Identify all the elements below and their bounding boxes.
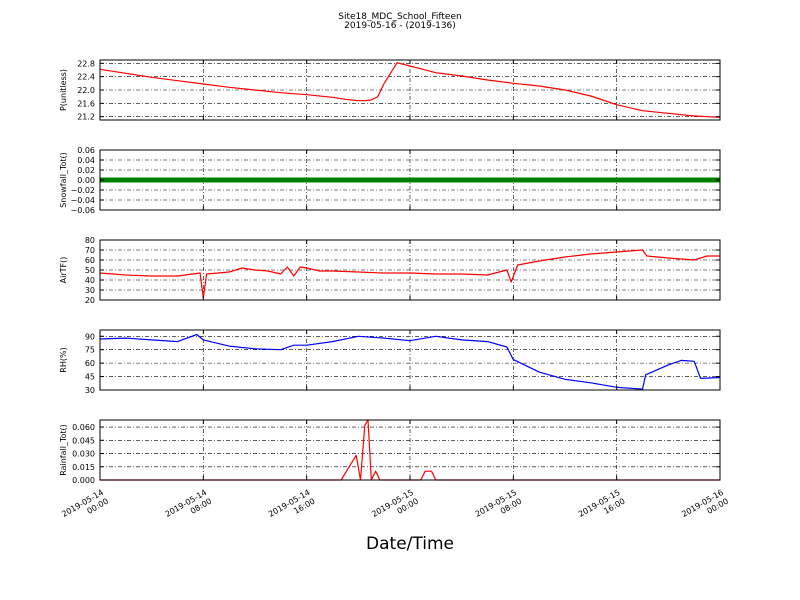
y-tick-label: 30 [85,286,95,295]
y-axis-label: AirTF() [59,257,68,284]
y-tick-label: 0.04 [77,156,95,165]
y-tick-label: 0.015 [72,463,95,472]
chart-title: Site18_MDC_School_Fifteen [338,12,462,22]
series-line [99,249,720,299]
y-tick-label: 22.8 [77,59,95,68]
y-tick-label: 21.6 [77,99,95,108]
y-axis-label: RH(%) [59,347,68,372]
y-tick-label: 0.06 [77,146,95,155]
y-tick-label: 0.000 [72,476,95,485]
y-tick-label: 45 [85,373,95,382]
y-tick-label: 75 [85,346,95,355]
y-tick-label: 60 [85,256,95,265]
y-tick-label: 22.0 [77,86,95,95]
y-axis-label: P(unitless) [59,69,68,111]
y-tick-label: 50 [85,266,95,275]
series-line [99,62,721,118]
y-tick-label: 0.045 [72,436,95,445]
y-axis-label: Snowfall_Tot() [59,152,68,208]
y-tick-label: 60 [85,359,95,368]
y-tick-label: 0.030 [72,450,95,459]
y-tick-label: 90 [85,332,95,341]
y-tick-label: 20 [85,296,95,305]
y-tick-label: 21.2 [77,113,95,122]
y-tick-label: 40 [85,276,95,285]
y-axis-label: Rainfall_Tot() [59,424,68,476]
y-tick-label: 80 [85,236,95,245]
y-tick-label: 30 [85,386,95,395]
y-tick-label: 0.02 [77,166,95,175]
series-line [99,333,721,390]
x-axis-label: Date/Time [366,534,454,554]
y-tick-label: 0.00 [77,176,95,185]
chart-subtitle: 2019-05-16 - (2019-136) [344,21,456,31]
y-tick-label: −0.02 [70,186,95,195]
y-tick-label: 0.060 [72,423,95,432]
y-tick-label: −0.04 [70,196,95,205]
series-line [100,419,720,481]
y-tick-label: −0.06 [70,206,95,215]
y-tick-label: 22.4 [77,73,95,82]
y-tick-label: 70 [85,246,95,255]
